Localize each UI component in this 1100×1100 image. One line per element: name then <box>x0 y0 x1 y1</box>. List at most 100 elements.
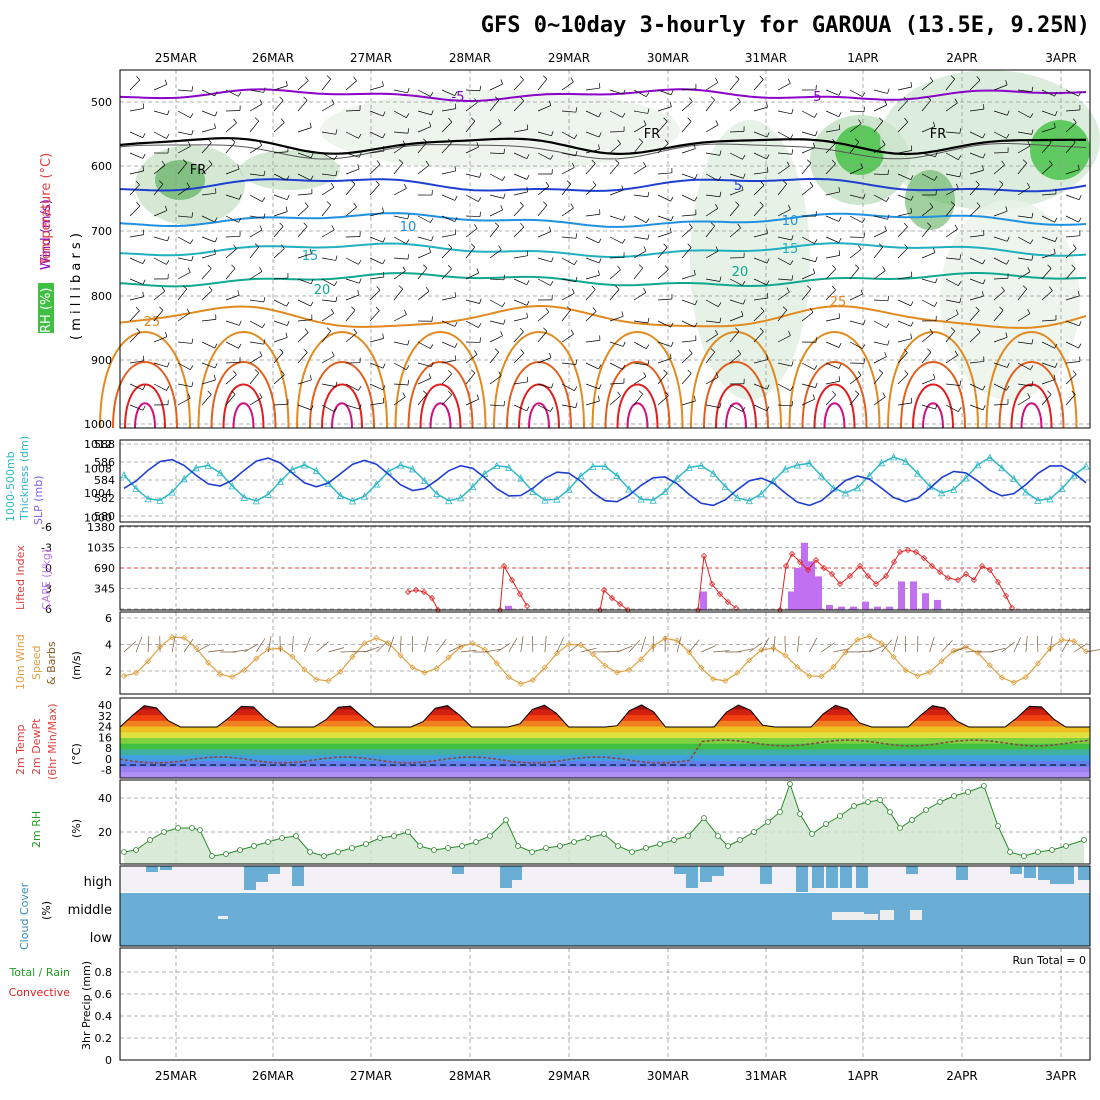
wind-barb <box>369 85 384 91</box>
wind-barb-flag <box>447 264 452 270</box>
wind-barb-flag <box>142 405 146 411</box>
wind10-barb <box>676 636 682 653</box>
cloud-high-bar <box>760 866 772 884</box>
wind-barb <box>1041 215 1055 223</box>
wind-barb <box>633 376 647 385</box>
wind-barb <box>633 250 647 259</box>
li-point <box>782 562 790 570</box>
wind-barb <box>969 79 981 91</box>
wind-barb-flag <box>737 223 741 229</box>
wind-barb <box>273 151 288 154</box>
contour-30-loop <box>407 361 474 429</box>
wind-barb <box>921 299 935 307</box>
wind-barb-flag <box>402 266 406 272</box>
wind-barb <box>1041 127 1056 133</box>
wind-barb <box>129 79 141 91</box>
wind-barb <box>321 187 334 196</box>
wind-barb <box>729 404 743 412</box>
wind-barb <box>1017 89 1032 93</box>
wind-barb-flag <box>286 194 290 200</box>
wind-barb-flag <box>863 193 866 199</box>
upper-level-tick: 800 <box>91 290 112 303</box>
wind-barb-flag <box>791 108 794 114</box>
contour-20 <box>119 272 1087 288</box>
wind10-barb <box>292 636 294 653</box>
wind-barb <box>345 332 357 343</box>
wind-barb-flag <box>476 268 480 274</box>
wind-barb <box>513 100 525 112</box>
wind-barb <box>633 393 643 406</box>
wind-barb <box>153 362 168 368</box>
rh-point <box>543 845 549 851</box>
li-tick: 6 <box>45 603 52 616</box>
contour-label: 15 <box>302 249 319 264</box>
wind-barb-flag <box>430 344 434 349</box>
wind-barb-flag <box>1031 86 1034 92</box>
wind-barb <box>993 131 1007 139</box>
wind-barb <box>657 89 672 96</box>
wind-barb <box>657 298 672 301</box>
wind-barb <box>753 106 768 112</box>
wind-barb-flag <box>982 153 986 159</box>
wind-barb <box>1041 394 1052 406</box>
wind-barb <box>177 186 190 196</box>
wind-barb-flag <box>832 139 837 144</box>
thickness-point <box>252 496 260 505</box>
rh-point <box>737 837 743 843</box>
thickness-point <box>216 468 224 477</box>
wind-barb <box>585 87 600 91</box>
precip-tick: 0 <box>105 1054 112 1067</box>
wind-barb-flag <box>715 77 719 83</box>
wind-barb <box>681 121 692 133</box>
frame-rh <box>119 779 1091 865</box>
rh-point <box>865 799 871 805</box>
wind10-point <box>986 662 993 669</box>
wind-barb <box>177 341 192 344</box>
wind-barb-flag <box>454 229 457 235</box>
wind-barb <box>801 131 816 137</box>
wind-barb <box>1017 313 1031 322</box>
wind-barb-flag <box>832 390 836 396</box>
wind-barb-flag <box>478 323 482 328</box>
wind-barb-flag <box>575 233 578 239</box>
wind-barb <box>441 296 456 301</box>
wind-barb-flag <box>933 373 936 379</box>
wind10-barb <box>484 648 501 653</box>
wind-barb <box>273 122 285 133</box>
wind-barb <box>417 267 428 280</box>
wind-barb-flag <box>304 202 309 207</box>
wind-barb-flag <box>357 164 360 170</box>
wind-barb-flag <box>1078 194 1082 200</box>
wind-barb-flag <box>254 117 259 122</box>
wind-barb-flag <box>575 107 578 113</box>
wind-barb <box>345 257 359 265</box>
wind-barb-flag <box>862 218 866 223</box>
wind-barb <box>513 129 528 133</box>
wind-barb <box>633 341 647 350</box>
wind-barb <box>753 233 768 238</box>
contour-30-loop <box>703 361 769 429</box>
wind-barb-flag <box>259 393 263 398</box>
wind-barb-flag <box>669 101 672 107</box>
wind-barb <box>537 185 550 196</box>
wind-barb-flag <box>737 97 741 103</box>
wind-barb <box>825 110 839 118</box>
wind-barb-flag <box>638 390 643 395</box>
wind-barb <box>585 163 596 175</box>
wind-barb-flag <box>454 355 457 361</box>
wind-barb <box>513 352 525 364</box>
wind-barb-flag <box>423 138 428 143</box>
date-bottom: 30MAR <box>647 1069 689 1083</box>
wind-barb-flag <box>259 140 263 146</box>
wind10-point <box>878 640 885 647</box>
wind-barb <box>969 234 984 238</box>
wind-barb-flag <box>838 238 842 243</box>
rh-point <box>725 843 731 849</box>
wind-barb <box>825 215 840 222</box>
wind-barb-flag <box>710 222 715 227</box>
wind-barb <box>417 252 431 259</box>
li-point <box>508 576 516 584</box>
thickness-point <box>348 497 357 505</box>
wind-barb <box>681 88 696 91</box>
wind10-barb <box>881 639 893 653</box>
